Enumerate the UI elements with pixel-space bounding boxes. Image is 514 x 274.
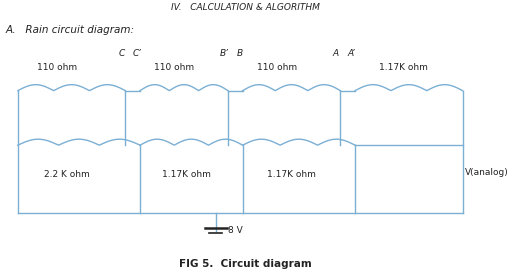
Text: C: C xyxy=(119,49,125,58)
Text: A: A xyxy=(333,49,339,58)
Text: 1.17K ohm: 1.17K ohm xyxy=(267,170,316,179)
Text: 1.17K ohm: 1.17K ohm xyxy=(379,62,428,72)
Text: C’: C’ xyxy=(132,49,141,58)
Text: B’: B’ xyxy=(220,49,229,58)
Text: 2.2 K ohm: 2.2 K ohm xyxy=(44,170,89,179)
Text: 110 ohm: 110 ohm xyxy=(154,62,194,72)
Text: FIG 5.  Circuit diagram: FIG 5. Circuit diagram xyxy=(179,259,311,269)
Text: 110 ohm: 110 ohm xyxy=(37,62,77,72)
Text: B: B xyxy=(237,49,243,58)
Text: 8 V: 8 V xyxy=(228,226,243,235)
Text: 1.17K ohm: 1.17K ohm xyxy=(162,170,211,179)
Text: 110 ohm: 110 ohm xyxy=(257,62,297,72)
Text: V(analog): V(analog) xyxy=(465,168,509,177)
Text: IV.   CALCULATION & ALGORITHM: IV. CALCULATION & ALGORITHM xyxy=(171,3,320,12)
Text: A’: A’ xyxy=(348,49,356,58)
Text: A.   Rain circuit diagram:: A. Rain circuit diagram: xyxy=(6,25,135,35)
